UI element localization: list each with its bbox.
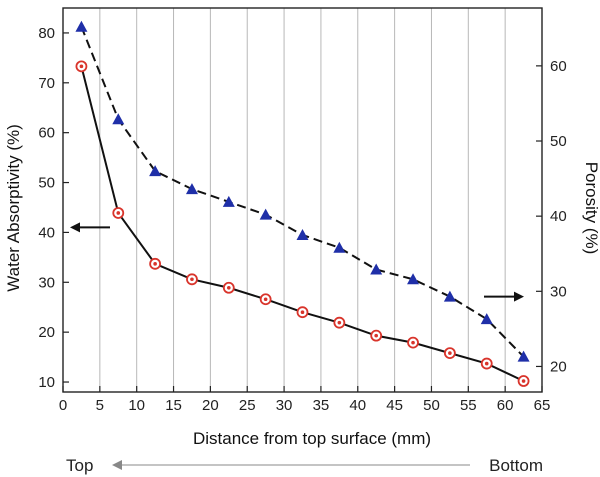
data-point-circle — [186, 273, 198, 286]
data-point-triangle — [75, 20, 88, 32]
x-tick-label: 25 — [239, 397, 256, 414]
x-tick-label: 15 — [165, 397, 182, 414]
data-point-triangle — [517, 350, 530, 362]
data-point-triangle — [407, 273, 420, 285]
x-tick-label: 45 — [386, 397, 403, 414]
right-tick-label: 30 — [550, 283, 567, 300]
left-tick-label: 60 — [38, 125, 55, 142]
right-tick-label: 40 — [550, 208, 567, 225]
data-point-circle — [112, 207, 125, 219]
x-axis-ticks: 0 5 10 15 20 25 30 35 40 45 50 55 60 65 — [59, 386, 551, 414]
data-point-circle — [370, 329, 383, 342]
plot-frame — [62, 7, 543, 393]
footer-label-top: Top — [66, 456, 93, 475]
data-point-triangle — [333, 241, 346, 253]
left-axis-title: Water Absorptivity (%) — [4, 124, 23, 292]
left-tick-label: 40 — [38, 224, 55, 241]
x-tick-label: 40 — [349, 397, 366, 414]
data-point-circle — [259, 293, 272, 306]
right-tick-label: 20 — [550, 358, 567, 375]
x-axis-title: Distance from top surface (mm) — [193, 429, 431, 448]
left-tick-label: 20 — [38, 324, 55, 341]
data-point-circle — [480, 357, 493, 370]
x-tick-label: 30 — [276, 397, 293, 414]
x-tick-label: 50 — [423, 397, 440, 414]
footer-label-bottom: Bottom — [489, 456, 543, 475]
x-tick-label: 5 — [96, 397, 104, 414]
right-tick-label: 50 — [550, 133, 567, 150]
data-point-circle — [407, 336, 419, 349]
data-point-triangle — [480, 313, 493, 325]
x-tick-label: 60 — [497, 397, 514, 414]
data-point-triangle — [149, 165, 162, 177]
left-tick-label: 30 — [38, 274, 55, 291]
left-tick-label: 50 — [38, 175, 55, 192]
x-tick-label: 35 — [313, 397, 330, 414]
right-axis-arrow — [514, 291, 524, 302]
left-tick-label: 80 — [38, 25, 55, 42]
right-axis-title: Porosity (%) — [582, 162, 600, 255]
data-point-circle — [222, 281, 235, 294]
x-tick-label: 20 — [202, 397, 219, 414]
data-point-circle — [296, 306, 309, 319]
data-point-triangle — [222, 195, 235, 207]
data-point-triangle — [185, 183, 198, 195]
data-point-circle — [517, 375, 530, 387]
data-point-circle — [333, 316, 346, 329]
left-tick-label: 70 — [38, 75, 55, 92]
data-point-triangle — [112, 113, 125, 125]
right-tick-label: 60 — [550, 58, 567, 75]
data-point-circle — [443, 347, 456, 360]
x-tick-label: 65 — [534, 397, 551, 414]
left-axis-arrow — [70, 222, 80, 233]
data-point-circle — [75, 60, 88, 73]
data-point-triangle — [370, 263, 383, 275]
series-markers — [75, 20, 530, 387]
top-to-bottom-arrow — [112, 460, 470, 470]
data-point-triangle — [259, 208, 272, 220]
x-tick-label: 10 — [128, 397, 145, 414]
data-point-triangle — [443, 290, 456, 302]
axis-indicator-arrows — [70, 222, 524, 302]
vertical-gridlines — [99, 8, 506, 392]
right-axis-ticks: 20 30 40 50 60 — [536, 58, 567, 375]
data-point-circle — [149, 257, 162, 270]
left-tick-label: 10 — [38, 374, 55, 391]
data-point-triangle — [296, 228, 309, 240]
left-axis-ticks: 10 20 30 40 50 60 70 80 — [38, 25, 69, 391]
x-tick-label: 0 — [59, 397, 67, 414]
x-tick-label: 55 — [460, 397, 477, 414]
